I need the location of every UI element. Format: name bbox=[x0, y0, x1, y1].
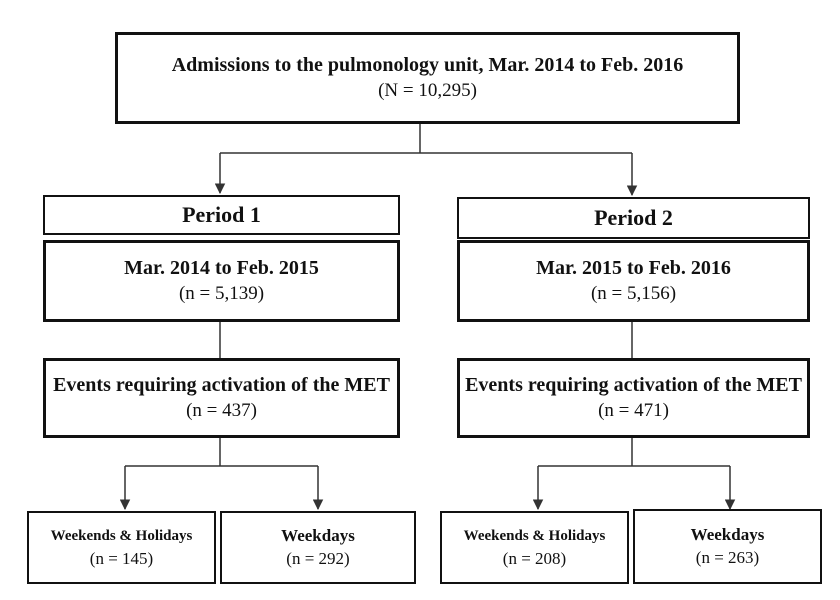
period2-weekdays-box: Weekdays (n = 263) bbox=[633, 509, 822, 584]
admissions-count: (N = 10,295) bbox=[378, 80, 477, 101]
period1-weekends-box: Weekends & Holidays (n = 145) bbox=[27, 511, 216, 584]
period1-range-box: Mar. 2014 to Feb. 2015 (n = 5,139) bbox=[43, 240, 400, 322]
period2-weekends-count: (n = 208) bbox=[502, 548, 567, 568]
period1-count: (n = 5,139) bbox=[178, 283, 265, 304]
admissions-title: Admissions to the pulmonology unit, Mar.… bbox=[171, 54, 684, 76]
period2-weekends-box: Weekends & Holidays (n = 208) bbox=[440, 511, 629, 584]
period2-weekends-title: Weekends & Holidays bbox=[463, 527, 606, 544]
period1-label: Period 1 bbox=[182, 202, 261, 227]
period2-label-box: Period 2 bbox=[457, 197, 810, 239]
period2-range-box: Mar. 2015 to Feb. 2016 (n = 5,156) bbox=[457, 240, 810, 322]
period2-weekdays-title: Weekdays bbox=[690, 524, 765, 544]
period2-label: Period 2 bbox=[594, 205, 673, 230]
period1-weekends-title: Weekends & Holidays bbox=[50, 527, 193, 544]
period2-events-title: Events requiring activation of the MET bbox=[465, 374, 802, 396]
period1-range: Mar. 2014 to Feb. 2015 bbox=[124, 257, 319, 279]
admissions-box: Admissions to the pulmonology unit, Mar.… bbox=[115, 32, 740, 124]
period2-weekdays-count: (n = 263) bbox=[695, 547, 760, 567]
period2-events-box: Events requiring activation of the MET (… bbox=[457, 358, 810, 438]
period1-label-box: Period 1 bbox=[43, 195, 400, 235]
period2-events-count: (n = 471) bbox=[598, 400, 669, 421]
period2-count: (n = 5,156) bbox=[590, 283, 677, 304]
period1-weekdays-count: (n = 292) bbox=[286, 548, 350, 568]
period1-events-box: Events requiring activation of the MET (… bbox=[43, 358, 400, 438]
period1-events-title: Events requiring activation of the MET bbox=[53, 374, 390, 396]
period1-weekdays-box: Weekdays (n = 292) bbox=[220, 511, 416, 584]
period1-events-count: (n = 437) bbox=[186, 400, 257, 421]
period1-weekends-count: (n = 145) bbox=[89, 548, 154, 568]
period2-range: Mar. 2015 to Feb. 2016 bbox=[536, 257, 731, 279]
period1-weekdays-title: Weekdays bbox=[281, 525, 355, 545]
